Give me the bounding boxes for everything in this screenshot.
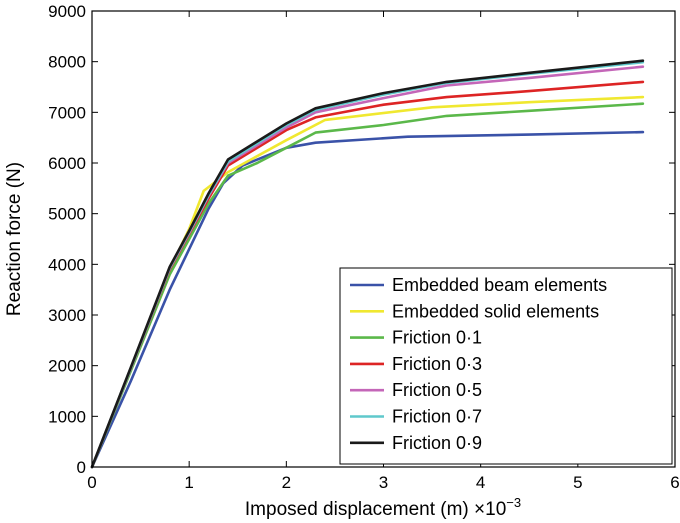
- y-tick-label: 7000: [48, 103, 86, 122]
- y-tick-label: 4000: [48, 255, 86, 274]
- x-tick-label: 0: [87, 473, 96, 492]
- y-tick-label: 9000: [48, 2, 86, 21]
- legend-label-6: Friction 0·7: [392, 407, 482, 427]
- x-tick-label: 6: [670, 473, 679, 492]
- x-tick-label: 4: [476, 473, 485, 492]
- series-line-3: [90, 102, 645, 469]
- legend-label-2: Embedded solid elements: [392, 301, 599, 321]
- y-tick-label: 0: [77, 458, 86, 477]
- x-axis-multiplier: ×10: [474, 499, 506, 520]
- y-tick-label: 8000: [48, 53, 86, 72]
- legend-label-5: Friction 0·5: [392, 380, 482, 400]
- x-tick-label: 3: [379, 473, 388, 492]
- x-axis-label: Imposed displacement (m) ×10−3: [245, 495, 521, 520]
- y-tick-label: 6000: [48, 154, 86, 173]
- x-axis-label-text: Imposed displacement (m): [245, 499, 474, 520]
- y-tick-label: 3000: [48, 306, 86, 325]
- x-tick-label: 2: [282, 473, 291, 492]
- plot-series-group: [90, 59, 645, 469]
- x-tick-label: 1: [184, 473, 193, 492]
- y-tick-label: 2000: [48, 357, 86, 376]
- legend-box: [339, 267, 673, 465]
- x-axis-multiplier-exponent: −3: [506, 495, 521, 510]
- legend-label-4: Friction 0·3: [392, 354, 482, 374]
- legend-label-7: Friction 0·9: [392, 433, 482, 453]
- series-line-7: [90, 59, 645, 469]
- y-axis-label: Reaction force (N): [4, 162, 25, 316]
- x-tick-label: 5: [573, 473, 582, 492]
- axis-ticks: 0 1 2 3 4 5 6 0 1000 2000 3000 4000 5000 6000 7000 8000…: [48, 2, 680, 492]
- legend: Embedded beam elements Embedded solid ele…: [339, 267, 673, 465]
- legend-label-3: Friction 0·1: [392, 328, 482, 348]
- legend-label-1: Embedded beam elements: [392, 275, 607, 295]
- y-tick-label: 5000: [48, 205, 86, 224]
- y-tick-label: 1000: [48, 407, 86, 426]
